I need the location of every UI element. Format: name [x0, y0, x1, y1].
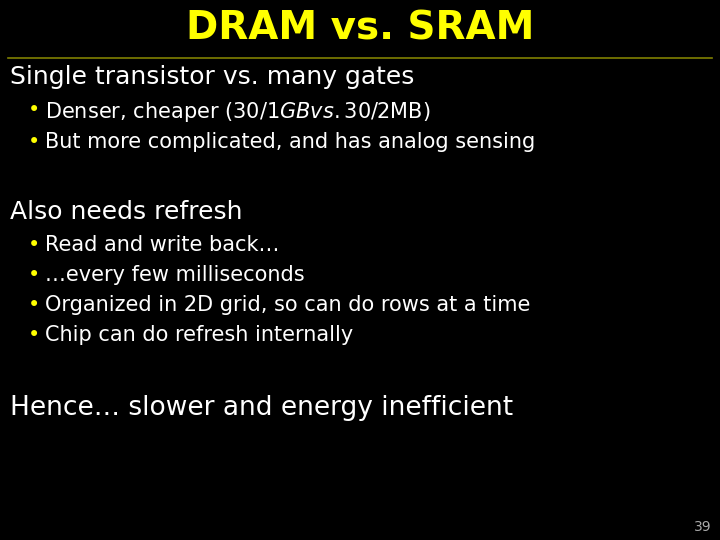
- Text: But more complicated, and has analog sensing: But more complicated, and has analog sen…: [45, 132, 535, 152]
- Text: DRAM vs. SRAM: DRAM vs. SRAM: [186, 10, 534, 48]
- Text: Read and write back…: Read and write back…: [45, 235, 279, 255]
- Text: Single transistor vs. many gates: Single transistor vs. many gates: [10, 65, 415, 89]
- Text: •: •: [28, 235, 40, 255]
- Text: •: •: [28, 295, 40, 315]
- Text: •: •: [28, 132, 40, 152]
- Text: …every few milliseconds: …every few milliseconds: [45, 265, 305, 285]
- Text: Hence… slower and energy inefficient: Hence… slower and energy inefficient: [10, 395, 513, 421]
- Text: •: •: [28, 325, 40, 345]
- Text: Also needs refresh: Also needs refresh: [10, 200, 243, 224]
- Text: •: •: [28, 265, 40, 285]
- Text: Organized in 2D grid, so can do rows at a time: Organized in 2D grid, so can do rows at …: [45, 295, 531, 315]
- Text: Denser, cheaper ($30/1GB vs. $30/2MB): Denser, cheaper ($30/1GB vs. $30/2MB): [45, 100, 431, 124]
- Text: 39: 39: [694, 520, 712, 534]
- Text: •: •: [28, 100, 40, 120]
- Text: Chip can do refresh internally: Chip can do refresh internally: [45, 325, 354, 345]
